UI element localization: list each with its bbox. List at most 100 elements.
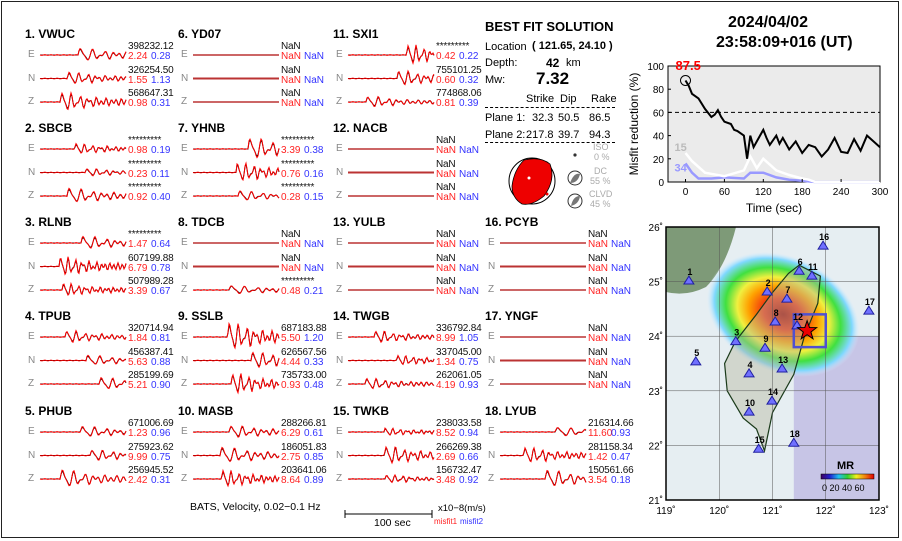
misfit1-value: 0.81	[436, 98, 456, 109]
misfit2-value: 0.92	[459, 475, 479, 486]
synthetic-waveform	[499, 469, 587, 486]
solution-title: BEST FIT SOLUTION	[485, 19, 614, 34]
component-label: E	[28, 426, 35, 437]
amplitude-value: NaN	[588, 346, 608, 358]
component-label: Z	[336, 96, 343, 107]
component-label: Z	[28, 378, 35, 389]
station-title: 11. SXI1	[333, 27, 379, 41]
strike-header: Strike	[526, 93, 555, 105]
dc-icon	[567, 170, 583, 186]
misfit1-value: 2.24	[128, 51, 148, 62]
synthetic-waveform	[347, 427, 435, 436]
component-label: E	[181, 49, 188, 60]
component-label: E	[336, 331, 343, 342]
misfit1-value: NaN	[588, 380, 609, 391]
amplitude-value: 203641.06	[281, 465, 327, 476]
misfit2-value: NaN	[304, 262, 325, 274]
mainland-coast	[666, 227, 736, 294]
amplitude-value: 456387.41	[128, 346, 174, 358]
misfit1-value: NaN	[281, 98, 302, 109]
station-number: 11	[808, 262, 818, 272]
table-divider-bottom	[485, 142, 615, 143]
misfit1-value: 3.48	[436, 475, 456, 486]
synthetic-waveform	[192, 137, 280, 159]
iso-icon	[573, 153, 577, 157]
misfit1-value: NaN	[436, 192, 457, 203]
lat-tick-label: 24˚	[649, 331, 663, 343]
misfit2-value: 0.16	[304, 168, 324, 180]
misfit1-value: NaN	[281, 51, 302, 62]
plane-dip: 39.7	[558, 129, 580, 141]
amplitude-value: *********	[128, 158, 162, 170]
misfit1-value: NaN	[588, 286, 609, 297]
misfit1-value: NaN	[436, 239, 457, 250]
component-label: Z	[181, 96, 188, 107]
synthetic-waveform	[347, 43, 435, 66]
amplitude-value: 568647.31	[128, 88, 174, 99]
misfit1-value: NaN	[436, 286, 457, 297]
synthetic-waveform	[39, 329, 127, 343]
amplitude-value: NaN	[436, 229, 456, 240]
synthetic-waveform	[39, 142, 127, 154]
focal-mechanism	[508, 153, 583, 209]
observed-waveform	[193, 469, 280, 487]
amplitude-value: NaN	[281, 88, 301, 99]
amplitude-value: 256945.52	[128, 465, 174, 476]
lat-tick-label: 26˚	[649, 222, 663, 234]
component-label: E	[28, 331, 35, 342]
clvd-icon	[567, 193, 583, 209]
misfit2-value: 0.75	[151, 451, 171, 463]
station-number: 10	[745, 398, 755, 408]
amplitude-value: 186051.83	[281, 441, 327, 453]
synthetic-waveform	[192, 373, 280, 395]
misfit1-value: 0.98	[128, 98, 148, 109]
misfit1-value: 2.42	[128, 475, 148, 486]
misfit2-value: NaN	[304, 74, 325, 86]
misfit1-value: 6.29	[281, 428, 301, 439]
misfit2-value: NaN	[611, 239, 632, 250]
x-tick-label: 300	[872, 187, 889, 198]
amplitude-value: NaN	[281, 252, 301, 264]
station-number: 3	[734, 328, 739, 338]
station-number: 6	[798, 257, 803, 267]
amplitude-value: NaN	[436, 252, 456, 264]
misfit1-value: 0.60	[436, 74, 456, 86]
misfit1-value: 0.48	[281, 286, 301, 297]
plane-rake: 94.3	[589, 129, 611, 141]
misfit1-value: 0.98	[128, 145, 148, 156]
synthetic-waveform	[39, 281, 127, 297]
misfit1-value: 1.84	[128, 333, 148, 344]
component-label: E	[28, 49, 35, 60]
misfit2-value: NaN	[611, 333, 632, 344]
component-label: E	[336, 426, 343, 437]
synthetic-waveform	[39, 256, 127, 276]
x-tick-label: 60	[719, 187, 731, 198]
misfit1-value: 8.99	[436, 333, 456, 344]
epicenter-star-icon	[796, 319, 819, 341]
rake-header: Rake	[591, 93, 617, 105]
lon-tick-label: 122˚	[816, 505, 836, 517]
misfit1-value: 2.75	[281, 451, 301, 463]
station-triangle-icon	[793, 265, 806, 275]
y-tick-label: 80	[653, 85, 665, 96]
x-tick-label: 0	[683, 187, 689, 198]
component-label: E	[488, 331, 495, 342]
component-label: E	[28, 143, 35, 154]
synthetic-waveform	[347, 69, 435, 86]
component-label: N	[181, 354, 189, 366]
amplitude-value: NaN	[588, 323, 608, 334]
component-label: Z	[336, 378, 343, 389]
station-triangle-icon	[806, 270, 818, 280]
depth-label: Depth:	[485, 57, 518, 69]
misfit1-value: 1.23	[128, 428, 148, 439]
misfit1-value: 4.19	[436, 380, 456, 391]
component-label: E	[181, 426, 188, 437]
component-label: Z	[28, 284, 35, 295]
station-triangle-icon	[766, 395, 778, 405]
time-scale-label: 100 sec	[374, 517, 411, 529]
component-label: E	[488, 237, 495, 248]
station-number: 12	[793, 312, 803, 322]
component-label: Z	[28, 190, 35, 201]
misfit1-value: 4.44	[281, 356, 301, 368]
misfit2-value: NaN	[611, 380, 632, 391]
